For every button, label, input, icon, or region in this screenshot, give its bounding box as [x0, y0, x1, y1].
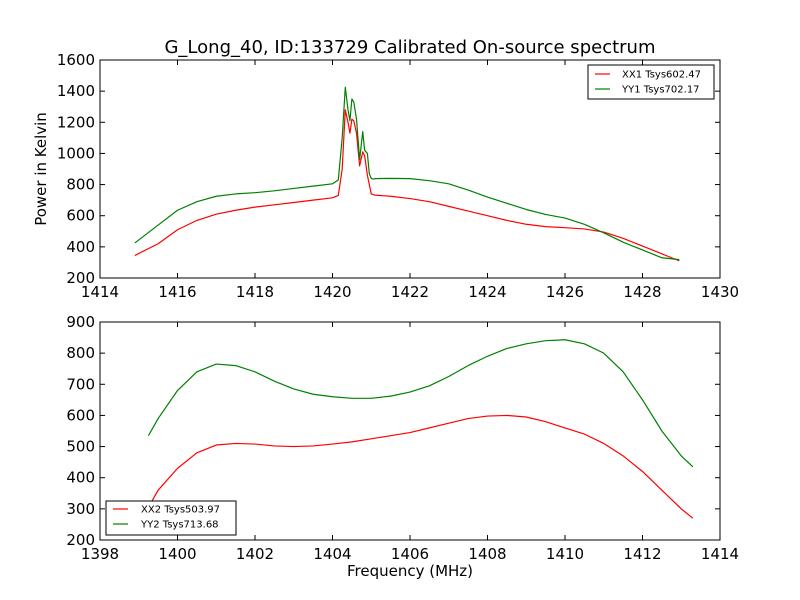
y-tick-label: 300 — [66, 500, 95, 518]
x-tick-label: 1424 — [468, 283, 506, 301]
top-legend-label-yy1: YY1 Tsys702.17 — [621, 85, 700, 96]
y-tick-label: 500 — [66, 438, 95, 456]
x-tick-label: 1414 — [81, 283, 119, 301]
y-tick-label: 200 — [66, 531, 95, 549]
y-tick-label: 400 — [66, 238, 95, 256]
y-tick-label: 1000 — [57, 144, 95, 162]
y-tick-label: 200 — [66, 269, 95, 287]
top-legend-box — [587, 64, 715, 100]
y-tick-label: 800 — [66, 176, 95, 194]
top-chart-title: G_Long_40, ID:133729 Calibrated On-sourc… — [164, 37, 655, 58]
series-line-2 — [134, 86, 680, 261]
x-tick-label: 1404 — [313, 545, 351, 563]
x-tick-label: 1400 — [158, 545, 196, 563]
bottom-legend-label-xx2: XX2 Tsys503.97 — [141, 505, 220, 516]
x-tick-label: 1416 — [158, 283, 196, 301]
y-tick-label: 600 — [66, 406, 95, 424]
y-tick-label: 400 — [66, 469, 95, 487]
top-legend-label-xx1: XX1 Tsys602.47 — [622, 70, 701, 81]
series-line-1 — [147, 414, 694, 519]
x-tick-label: 1408 — [468, 545, 506, 563]
bottom-chart: Frequency (MHz) 1398 1400 1402 1404 1406 1408… — [66, 313, 739, 580]
y-tick-label: 700 — [66, 375, 95, 393]
x-tick-label: 1410 — [546, 545, 584, 563]
series-line-2 — [147, 339, 694, 468]
x-tick-label: 1426 — [546, 283, 584, 301]
top-plot-area: 1414 1416 1418 1420 1422 1424 1426 1428 1430 200 4… — [57, 51, 739, 301]
bottom-plot-area: 1398 1400 1402 1404 1406 1408 1410 1412 1414 200 3… — [66, 313, 739, 563]
bottom-legend-label-yy2: YY2 Tsys713.68 — [140, 520, 219, 531]
x-tick-label: 1414 — [701, 545, 739, 563]
y-tick-label: 800 — [66, 344, 95, 362]
x-tick-label: 1430 — [701, 283, 739, 301]
x-tick-label: 1428 — [623, 283, 661, 301]
plot-frame — [99, 321, 721, 541]
y-tick-label: 1400 — [57, 82, 95, 100]
y-tick-label: 900 — [66, 313, 95, 331]
y-tick-label: 1600 — [57, 51, 95, 69]
x-tick-label: 1420 — [313, 283, 351, 301]
plot-frame — [99, 59, 721, 279]
bottom-legend-box — [105, 500, 237, 536]
series-line-1 — [134, 109, 680, 262]
x-tick-label: 1418 — [236, 283, 274, 301]
y-tick-label: 600 — [66, 207, 95, 225]
y-tick-label: 1200 — [57, 113, 95, 131]
x-tick-label: 1402 — [236, 545, 274, 563]
x-tick-label: 1406 — [391, 545, 429, 563]
x-tick-label: 1412 — [623, 545, 661, 563]
bottom-chart-xlabel: Frequency (MHz) — [347, 562, 473, 580]
top-chart: G_Long_40, ID:133729 Calibrated On-sourc… — [32, 37, 739, 301]
x-tick-label: 1422 — [391, 283, 429, 301]
x-tick-label: 1398 — [81, 545, 119, 563]
top-chart-ylabel: Power in Kelvin — [32, 112, 50, 226]
bottom-legend: XX2 Tsys503.97 YY2 Tsys713.68 — [105, 500, 237, 536]
top-legend: XX1 Tsys602.47 YY1 Tsys702.17 — [587, 64, 715, 100]
